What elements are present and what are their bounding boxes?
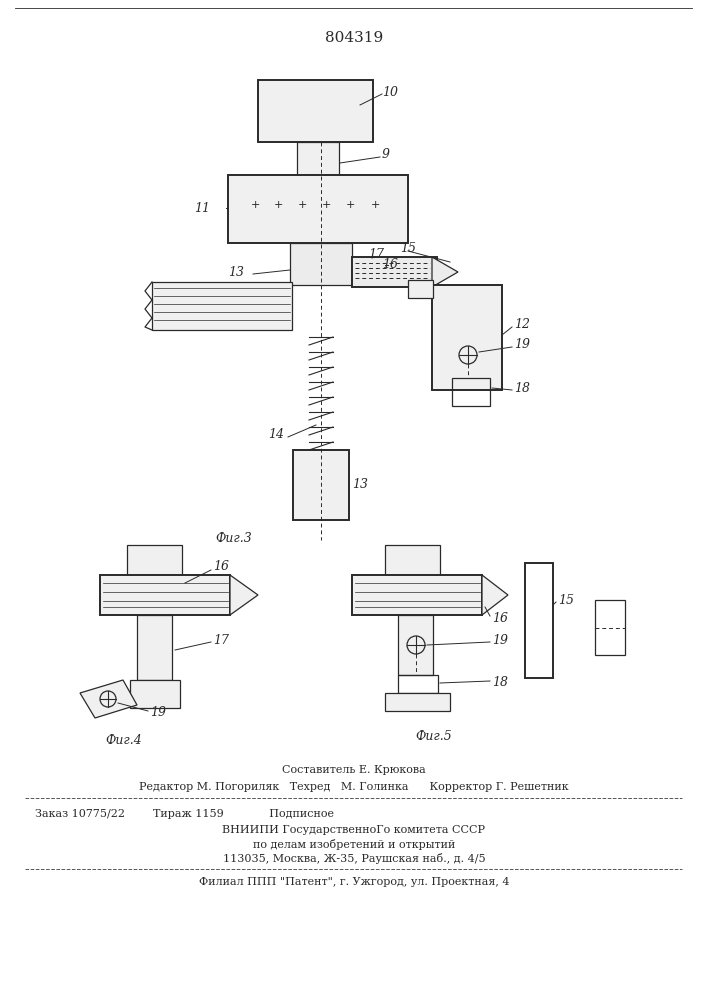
Bar [452,378,490,406]
Text: 9: 9 [382,148,390,161]
Bar [258,80,373,142]
Bar [137,615,172,680]
Text: 14: 14 [268,428,284,442]
Text: 10: 10 [382,86,398,99]
Bar [595,600,625,655]
Text: 11: 11 [194,202,210,215]
Bar [290,243,352,285]
Text: 15: 15 [400,241,416,254]
Polygon shape [482,575,508,615]
Text: 15: 15 [558,593,574,606]
Bar [398,675,438,693]
Text: 19: 19 [492,634,508,647]
Text: Филиал ППП "Патент", г. Ужгород, ул. Проектная, 4: Филиал ППП "Патент", г. Ужгород, ул. Про… [199,877,509,887]
Text: 17: 17 [213,634,229,647]
Bar [228,175,408,243]
Text: 18: 18 [492,676,508,690]
Text: 19: 19 [514,338,530,352]
Text: +: + [370,200,380,210]
Bar [398,615,433,675]
Bar [297,142,339,177]
Text: Фиг.3: Фиг.3 [215,532,252,544]
Text: ВНИИПИ ГосударственноГо комитета СССР: ВНИИПИ ГосударственноГо комитета СССР [223,825,486,835]
Bar [432,285,502,390]
Bar [293,450,349,520]
Text: 16: 16 [382,258,398,271]
Bar [385,545,440,575]
Bar [152,282,292,330]
Polygon shape [80,680,137,718]
Text: +: + [345,200,355,210]
Text: 19: 19 [150,706,166,720]
Bar [408,280,433,298]
Text: Заказ 10775/22        Тираж 1159             Подписное: Заказ 10775/22 Тираж 1159 Подписное [35,809,334,819]
Text: +: + [250,200,259,210]
Text: 12: 12 [514,318,530,332]
Text: +: + [321,200,331,210]
Text: Составитель Е. Крюкова: Составитель Е. Крюкова [282,765,426,775]
Text: 113035, Москва, Ж-35, Раушская наб., д. 4/5: 113035, Москва, Ж-35, Раушская наб., д. … [223,852,485,863]
Polygon shape [230,575,258,615]
Text: 804319: 804319 [325,31,383,45]
Bar [100,575,230,615]
Bar [127,545,182,575]
Text: 16: 16 [492,611,508,624]
Text: 13: 13 [228,265,244,278]
Text: +: + [298,200,307,210]
Bar [525,563,553,678]
Bar [352,257,437,287]
Text: Редактор М. Погориляк   Техред   М. Голинка      Корректор Г. Решетник: Редактор М. Погориляк Техред М. Голинка … [139,782,569,792]
Bar [385,693,450,711]
Text: 17: 17 [368,247,384,260]
Text: Фиг.5: Фиг.5 [415,730,452,744]
Text: Фиг.4: Фиг.4 [105,734,141,746]
Text: +: + [274,200,283,210]
Text: 16: 16 [213,560,229,574]
Text: 18: 18 [514,381,530,394]
Bar [352,575,482,615]
Polygon shape [432,257,458,287]
Bar [130,680,180,708]
Text: 13: 13 [352,479,368,491]
Text: по делам изобретений и открытий: по делам изобретений и открытий [253,838,455,850]
